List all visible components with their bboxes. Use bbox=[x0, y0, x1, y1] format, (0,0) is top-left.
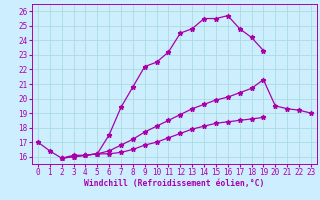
X-axis label: Windchill (Refroidissement éolien,°C): Windchill (Refroidissement éolien,°C) bbox=[84, 179, 265, 188]
